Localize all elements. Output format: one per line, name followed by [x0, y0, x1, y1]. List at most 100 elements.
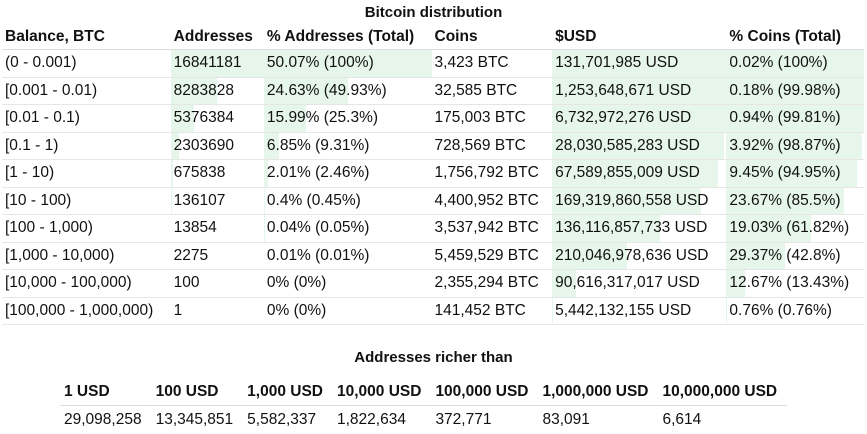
richer-header: 100 USD	[152, 379, 244, 406]
cell-text: 24.63% (49.93%)	[267, 82, 387, 99]
cell-usd: 1,253,648,671 USD	[552, 77, 726, 105]
cell-coins-pct: 0.18% (99.98%)	[726, 77, 864, 105]
cell-coins: 175,003 BTC	[432, 105, 553, 133]
cell-coins: 5,459,529 BTC	[432, 242, 553, 270]
cell-balance: [0.01 - 0.1)	[2, 105, 171, 133]
cell-text: 6,732,972,276 USD	[555, 109, 691, 126]
cell-addr-pct: 0.01% (0.01%)	[264, 242, 432, 270]
cell-text: 169,319,860,558 USD	[555, 192, 708, 209]
cell-coins: 3,537,942 BTC	[432, 215, 553, 243]
cell-addr-pct: 6.85% (9.31%)	[264, 132, 432, 160]
cell-coins: 141,452 BTC	[432, 297, 553, 325]
cell-text: 0.02% (100%)	[729, 54, 827, 71]
richer-header: 100,000 USD	[431, 379, 538, 406]
cell-text: 16841181	[174, 54, 242, 71]
cell-addr-pct: 0% (0%)	[264, 297, 432, 325]
share-bar	[726, 298, 727, 325]
cell-text: 136,116,857,733 USD	[555, 219, 707, 236]
cell-text: 0.76% (0.76%)	[729, 302, 832, 319]
cell-balance: [10 - 100)	[2, 187, 171, 215]
table-row: [10,000 - 100,000)100 0% (0%) 2,355,294 BT…	[2, 270, 864, 298]
cell-coins-pct: 23.67% (85.5%)	[726, 187, 864, 215]
cell-coins: 1,756,792 BTC	[432, 160, 553, 188]
cell-text: 8283828	[174, 82, 234, 99]
cell-text: 1,253,648,671 USD	[555, 82, 691, 99]
cell-usd: 6,732,972,276 USD	[552, 105, 726, 133]
cell-addr-pct: 0% (0%)	[264, 270, 432, 298]
cell-text: 12.67% (13.43%)	[729, 274, 849, 291]
cell-addresses: 8283828	[171, 77, 264, 105]
cell-text: 2303690	[174, 137, 234, 154]
cell-coins-pct: 9.45% (94.95%)	[726, 160, 864, 188]
cell-usd: 67,589,855,009 USD	[552, 160, 726, 188]
cell-text: 1	[174, 302, 183, 319]
cell-coins: 4,400,952 BTC	[432, 187, 553, 215]
column-header-usd-col: $USD	[552, 24, 726, 50]
cell-usd: 28,030,585,283 USD	[552, 132, 726, 160]
cell-usd: 131,701,985 USD	[552, 50, 726, 78]
cell-text: 0% (0%)	[267, 274, 326, 291]
cell-text: 19.03% (61.82%)	[729, 219, 849, 236]
richer-value: 6,614	[659, 406, 788, 434]
cell-text: 90,616,317,017 USD	[555, 274, 700, 291]
share-bar	[552, 298, 553, 325]
cell-text: 9.45% (94.95%)	[729, 164, 840, 181]
cell-text: 0% (0%)	[267, 302, 326, 319]
richer-header: 1,000,000 USD	[539, 379, 659, 406]
cell-text: 5,442,132,155 USD	[555, 302, 691, 319]
richer-header: 10,000 USD	[333, 379, 431, 406]
table-title: Bitcoin distribution	[0, 2, 867, 24]
cell-addresses: 2275	[171, 242, 264, 270]
richer-header: 10,000,000 USD	[659, 379, 788, 406]
cell-balance: (0 - 0.001)	[2, 50, 171, 78]
cell-addresses: 16841181	[171, 50, 264, 78]
cell-text: 2.01% (2.46%)	[267, 164, 370, 181]
cell-coins: 2,355,294 BTC	[432, 270, 553, 298]
cell-text: 67,589,855,009 USD	[555, 164, 700, 181]
cell-coins: 32,585 BTC	[432, 77, 553, 105]
richer-value: 1,822,634	[333, 406, 431, 434]
richer-value: 372,771	[431, 406, 538, 434]
cell-addresses: 136107	[171, 187, 264, 215]
cell-text: 0.18% (99.98%)	[729, 82, 840, 99]
cell-usd: 90,616,317,017 USD	[552, 270, 726, 298]
column-header-coins-pct-col: % Coins (Total)	[726, 24, 864, 50]
cell-text: 15.99% (25.3%)	[267, 109, 378, 126]
cell-text: 2275	[174, 247, 208, 264]
cell-text: 13854	[174, 219, 217, 236]
cell-usd: 136,116,857,733 USD	[552, 215, 726, 243]
cell-coins: 728,569 BTC	[432, 132, 553, 160]
cell-addr-pct: 0.04% (0.05%)	[264, 215, 432, 243]
cell-addresses: 2303690	[171, 132, 264, 160]
richer-value: 29,098,258	[60, 406, 152, 434]
cell-coins-pct: 19.03% (61.82%)	[726, 215, 864, 243]
column-header-addr-pct-col: % Addresses (Total)	[264, 24, 432, 50]
cell-addr-pct: 0.4% (0.45%)	[264, 187, 432, 215]
column-header-addresses-col: Addresses	[171, 24, 264, 50]
cell-usd: 210,046,978,636 USD	[552, 242, 726, 270]
richer-header: 1 USD	[60, 379, 152, 406]
cell-text: 0.04% (0.05%)	[267, 219, 370, 236]
cell-text: 0.01% (0.01%)	[267, 247, 370, 264]
cell-addresses: 1	[171, 297, 264, 325]
cell-text: 0.94% (99.81%)	[729, 109, 840, 126]
cell-text: 5376384	[174, 109, 234, 126]
cell-text: 210,046,978,636 USD	[555, 247, 708, 264]
cell-text: 675838	[174, 164, 226, 181]
cell-text: 28,030,585,283 USD	[555, 137, 700, 154]
cell-text: 100	[174, 274, 200, 291]
richer-value: 5,582,337	[243, 406, 333, 434]
cell-balance: [10,000 - 100,000)	[2, 270, 171, 298]
cell-text: 29.37% (42.8%)	[729, 247, 840, 264]
cell-text: 6.85% (9.31%)	[267, 137, 370, 154]
cell-addresses: 5376384	[171, 105, 264, 133]
